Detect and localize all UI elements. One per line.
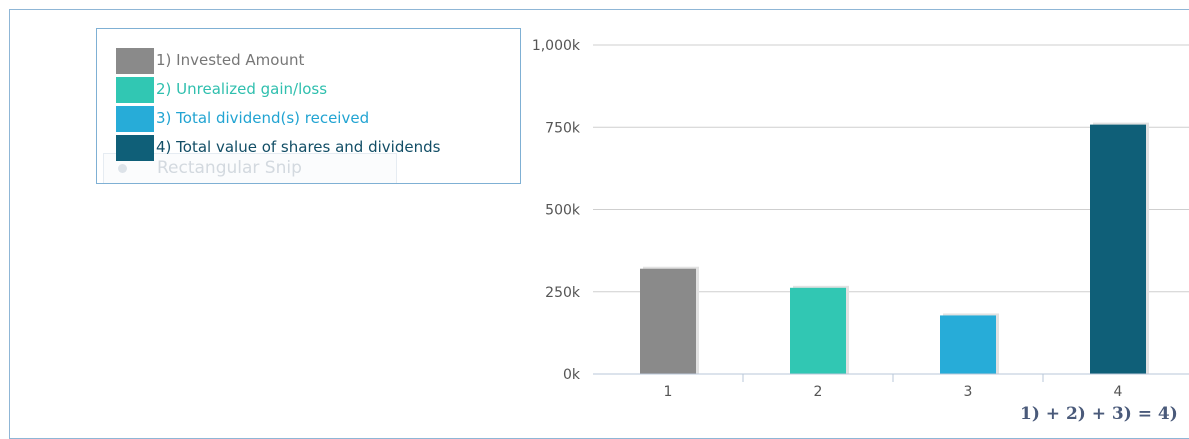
bar-4 — [1090, 124, 1146, 374]
grid-lines — [593, 44, 1189, 293]
y-tick-label-4: 1,000k — [532, 38, 581, 54]
legend-swatch-3 — [116, 106, 154, 132]
y-tick-label-3: 750k — [545, 120, 581, 136]
x-tick-label-3: 3 — [964, 384, 973, 400]
bar-2 — [790, 287, 846, 374]
legend-swatch-4 — [116, 135, 154, 161]
legend-swatch-2 — [116, 77, 154, 103]
y-tick-label-0: 0k — [563, 367, 581, 383]
legend-swatch-1 — [116, 48, 154, 74]
y-tick-label-1: 250k — [545, 285, 581, 301]
legend-label-4: 4) Total value of shares and dividends — [156, 138, 441, 156]
y-axis: 0k 250k 500k 750k 1,000k — [532, 38, 581, 383]
x-axis: 1 2 3 4 — [593, 373, 1189, 400]
x-tick-label-1: 1 — [664, 384, 673, 400]
legend-label-3: 3) Total dividend(s) received — [156, 109, 370, 127]
bar-3 — [940, 315, 996, 374]
x-tick-label-2: 2 — [814, 384, 823, 400]
formula-caption: 1) + 2) + 3) = 4) — [1020, 404, 1178, 424]
bars — [640, 122, 1149, 374]
background-snip-label: Rectangular Snip — [157, 158, 302, 178]
chart-legend: 1) Invested Amount 2) Unrealized gain/los… — [96, 28, 521, 184]
bar-1 — [640, 268, 696, 374]
x-tick-label-4: 4 — [1114, 384, 1123, 400]
legend-label-2: 2) Unrealized gain/loss — [156, 80, 328, 98]
radio-dot-icon — [118, 164, 127, 173]
y-tick-label-2: 500k — [545, 203, 581, 219]
legend-label-1: 1) Invested Amount — [156, 51, 305, 69]
